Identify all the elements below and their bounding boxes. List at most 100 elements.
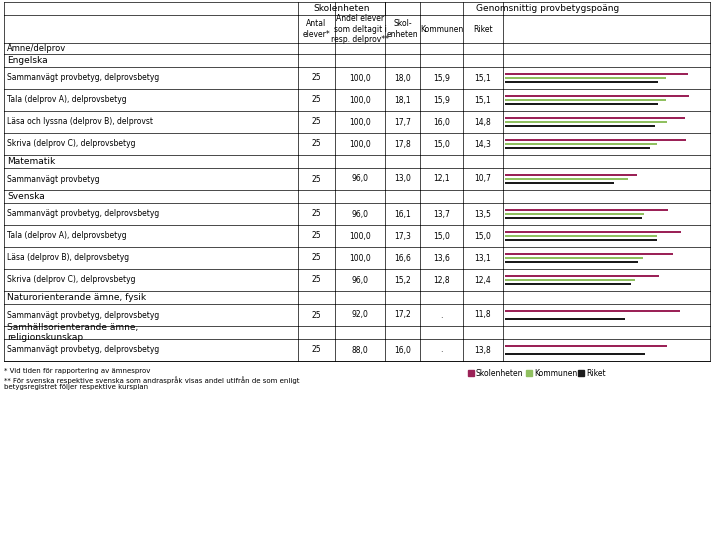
Text: 25: 25 [311,275,321,285]
Bar [505,353,645,355]
Text: Ämne/delprov: Ämne/delprov [7,44,67,53]
Text: Sammanvägt provbetyg, delprovsbetyg: Sammanvägt provbetyg, delprovsbetyg [7,210,159,219]
Text: 16,0: 16,0 [433,118,450,126]
Text: Skolenheten: Skolenheten [314,4,369,13]
Text: 25: 25 [311,232,321,240]
Bar [505,345,667,347]
Text: Genomsnittig provbetygspoäng: Genomsnittig provbetygspoäng [476,4,619,13]
Text: 12,8: 12,8 [433,275,450,285]
Text: 17,7: 17,7 [394,118,411,126]
Text: 14,8: 14,8 [475,118,491,126]
Text: 16,0: 16,0 [394,346,411,354]
Text: 100,0: 100,0 [349,96,371,105]
Text: 15,2: 15,2 [394,275,411,285]
Text: .: . [440,310,442,320]
Bar [505,217,642,219]
Text: 25: 25 [311,174,321,184]
Text: 100,0: 100,0 [349,253,371,262]
Bar [505,261,638,264]
Text: 13,1: 13,1 [475,253,491,262]
Bar [505,178,628,180]
Text: 96,0: 96,0 [352,275,369,285]
Text: 25: 25 [311,73,321,83]
Text: 25: 25 [311,310,321,320]
Text: 96,0: 96,0 [352,174,369,184]
Text: Sammanvägt provbetyg: Sammanvägt provbetyg [7,174,100,184]
Bar [505,309,679,313]
Bar [505,146,650,150]
Text: Läsa och lyssna (delprov B), delprovst: Läsa och lyssna (delprov B), delprovst [7,118,153,126]
Text: 17,3: 17,3 [394,232,411,240]
Bar [505,173,637,177]
Text: 96,0: 96,0 [352,210,369,219]
Text: 25: 25 [311,96,321,105]
Text: Tala (delprov A), delprovsbetyg: Tala (delprov A), delprovsbetyg [7,96,127,105]
Text: 25: 25 [311,139,321,148]
Text: Svenska: Svenska [7,192,44,201]
Text: 25: 25 [311,118,321,126]
Text: 88,0: 88,0 [352,346,368,354]
Text: 15,9: 15,9 [433,73,450,83]
Text: Sammanvägt provbetyg, delprovsbetyg: Sammanvägt provbetyg, delprovsbetyg [7,310,159,320]
Text: 16,6: 16,6 [394,253,411,262]
Text: 15,0: 15,0 [433,139,450,148]
Bar [505,117,684,119]
Text: .: . [440,346,442,354]
Text: 13,7: 13,7 [433,210,450,219]
Text: 15,0: 15,0 [433,232,450,240]
Bar [505,125,655,127]
Bar [505,234,657,238]
Text: Sammanvägt provbetyg, delprovsbetyg: Sammanvägt provbetyg, delprovsbetyg [7,346,159,354]
Text: Andel elever
som deltagit i
resp. delprov**: Andel elever som deltagit i resp. delpro… [331,14,389,44]
Text: 15,0: 15,0 [475,232,491,240]
Text: Läsa (delprov B), delprovsbetyg: Läsa (delprov B), delprovsbetyg [7,253,129,262]
Text: 14,3: 14,3 [475,139,491,148]
Text: 13,6: 13,6 [433,253,450,262]
Text: Skol-
enheten: Skol- enheten [387,19,418,39]
Text: 13,8: 13,8 [475,346,491,354]
Bar [505,143,657,145]
Text: Riket: Riket [473,24,493,33]
Text: 17,2: 17,2 [394,310,411,320]
Text: Tala (delprov A), delprovsbetyg: Tala (delprov A), delprovsbetyg [7,232,127,240]
Bar [578,370,584,376]
Text: Skriva (delprov C), delprovsbetyg: Skriva (delprov C), delprovsbetyg [7,275,135,285]
Bar [505,282,631,286]
Text: 16,1: 16,1 [394,210,411,219]
Text: 12,4: 12,4 [475,275,491,285]
Bar [505,94,689,97]
Text: Antal
elever*: Antal elever* [303,19,330,39]
Bar [505,253,674,255]
Text: 100,0: 100,0 [349,118,371,126]
Text: 18,1: 18,1 [395,96,411,105]
Text: 25: 25 [311,210,321,219]
Text: 10,7: 10,7 [475,174,491,184]
Text: 25: 25 [311,253,321,262]
Bar [505,239,657,241]
Text: ** För svenska respektive svenska som andraspråk visas andel utifrån de som enli: ** För svenska respektive svenska som an… [4,376,299,384]
Bar [505,139,686,141]
Text: * Vid tiden för rapportering av ämnesprov: * Vid tiden för rapportering av ämnespro… [4,368,150,374]
Text: 15,1: 15,1 [475,96,491,105]
Text: 25: 25 [311,346,321,354]
Text: 18,0: 18,0 [394,73,411,83]
Text: 12,1: 12,1 [433,174,450,184]
Bar [505,103,658,105]
Bar [505,80,658,83]
Bar [505,275,659,278]
Bar [505,72,687,76]
Text: Kommunen: Kommunen [420,24,463,33]
Bar [505,213,644,215]
Text: 15,1: 15,1 [475,73,491,83]
Text: 13,5: 13,5 [475,210,491,219]
Bar [505,99,667,102]
Bar [526,370,532,376]
Text: betygsregistret följer respektive kursplan: betygsregistret följer respektive kurspl… [4,384,148,390]
Text: 11,8: 11,8 [475,310,491,320]
Text: 15,9: 15,9 [433,96,450,105]
Text: 92,0: 92,0 [352,310,369,320]
Text: 13,0: 13,0 [394,174,411,184]
Bar [505,231,681,233]
Text: Riket: Riket [586,368,606,377]
Text: Naturorienterande ämne, fysik: Naturorienterande ämne, fysik [7,293,146,302]
